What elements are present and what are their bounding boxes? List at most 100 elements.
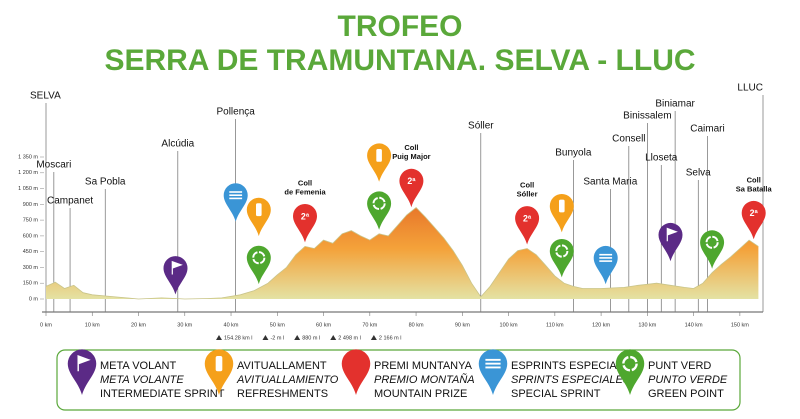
- y-tick-label: 1 050 m: [18, 186, 38, 192]
- place-label: SELVA: [30, 91, 61, 102]
- place-label: Sa Pobla: [85, 177, 126, 188]
- legend-title: META VOLANT: [100, 360, 176, 372]
- y-tick-label: 750 m: [23, 218, 39, 224]
- icon-bottle: [255, 203, 262, 217]
- pin: [367, 191, 392, 230]
- pin-category: 2ª: [750, 208, 759, 218]
- pin-shape: [246, 197, 271, 237]
- place-label: Moscari: [36, 160, 71, 171]
- y-tick-label: 600 m: [23, 233, 39, 239]
- pass-label: Coll: [404, 143, 418, 152]
- place-label: Sóller: [468, 121, 494, 132]
- icon-recycle: [372, 196, 386, 211]
- pin-shape: [549, 239, 574, 278]
- pin: [367, 143, 392, 182]
- place-label: Consell: [612, 134, 645, 145]
- x-tick-label: 90 km: [455, 322, 470, 328]
- legend-icon: [67, 349, 97, 395]
- place-label: Alcúdia: [161, 139, 194, 150]
- pin-shape: [399, 168, 424, 208]
- legend-english: REFRESHMENTS: [237, 388, 328, 400]
- legend-icon: [615, 349, 645, 395]
- y-tick-label: 150 m: [23, 281, 39, 287]
- legend-local: PREMIO MONTAÑA: [374, 373, 475, 386]
- x-tick-label: 20 km: [131, 322, 146, 328]
- legend-icon: [204, 349, 234, 395]
- profile-area: [46, 207, 759, 299]
- pass-label: Coll: [520, 180, 534, 189]
- legend-local: META VOLANTE: [100, 374, 184, 386]
- pin-shape: [223, 183, 248, 222]
- pass-label: Coll: [747, 175, 761, 184]
- legend-pin: [67, 349, 97, 395]
- pin-shape: [367, 143, 392, 182]
- legend-english: GREEN POINT: [648, 388, 724, 400]
- pin: [700, 230, 725, 269]
- x-tick-label: 80 km: [409, 322, 424, 328]
- pin-category: 2ª: [523, 213, 532, 223]
- x-tick-label: 50 km: [270, 322, 285, 328]
- legend-local: PUNTO VERDE: [648, 374, 728, 386]
- icon-flag: [666, 227, 678, 242]
- stat-icon: [294, 335, 301, 340]
- y-tick-label: 0 m: [29, 296, 39, 302]
- place-label: Pollença: [216, 107, 255, 118]
- chart-subtitle: SERRA DE TRAMUNTANA. SELVA - LLUC: [104, 44, 695, 77]
- legend-english: SPECIAL SPRINT: [511, 388, 601, 400]
- place-label: Selva: [686, 168, 711, 179]
- y-tick-label: 1 200 m: [18, 170, 38, 176]
- pin: [549, 239, 574, 278]
- legend-title: PUNT VERD: [648, 360, 711, 372]
- x-tick-label: 40 km: [224, 322, 239, 328]
- stat-icon: [262, 335, 269, 340]
- y-tick-label: 300 m: [23, 265, 39, 271]
- place-label: Biniamar: [655, 99, 695, 110]
- pin-category: 2ª: [407, 176, 416, 186]
- y-tick-label: 450 m: [23, 249, 39, 255]
- profile-line: [45, 206, 759, 300]
- x-tick-label: 0 km: [40, 322, 52, 328]
- legend-icon: [478, 349, 508, 395]
- icon-bottle: [376, 149, 382, 162]
- stat-icon: [370, 335, 377, 340]
- x-tick-label: 120 km: [592, 322, 610, 328]
- pass-label: Sóller: [517, 189, 538, 198]
- icon-flag: [77, 355, 91, 372]
- place-label: Bunyola: [555, 148, 592, 159]
- x-tick-label: 140 km: [685, 322, 703, 328]
- pin-shape: [658, 222, 683, 262]
- pin: [163, 256, 188, 295]
- stat-text: 880 m l: [302, 335, 320, 341]
- x-tick-label: 30 km: [177, 322, 192, 328]
- stat-text: -2 m l: [270, 335, 284, 341]
- legend-title: PREMI MUNTANYA: [374, 360, 473, 372]
- pin-shape: [700, 230, 725, 269]
- legend-local: SPRINTS ESPECIALES: [511, 374, 631, 386]
- pass-label: Sa Batalla: [736, 184, 773, 193]
- x-tick-label: 10 km: [85, 322, 100, 328]
- legend-title: AVITUALLAMENT: [237, 360, 327, 372]
- place-label: Campanet: [47, 196, 93, 207]
- stat-text: 2 166 m l: [379, 335, 402, 341]
- y-tick-label: 900 m: [23, 202, 39, 208]
- place-label: Caimari: [690, 124, 724, 135]
- pin-category: 2ª: [301, 211, 310, 221]
- pin: [223, 183, 248, 222]
- x-tick-label: 60 km: [316, 322, 331, 328]
- x-tick-label: 130 km: [638, 322, 656, 328]
- pin-shape: [549, 194, 574, 233]
- legend-title: ESPRINTS ESPECIALS: [511, 360, 630, 372]
- pass-label: Puig Major: [392, 152, 430, 161]
- icon-recycle: [705, 235, 719, 249]
- icon-bottle: [215, 356, 223, 372]
- pin: [549, 194, 574, 233]
- legend-english: MOUNTAIN PRIZE: [374, 388, 467, 400]
- pin-shape: [163, 256, 188, 295]
- place-label: LLUC: [737, 83, 763, 94]
- y-tick-label: 1 350 m: [18, 154, 38, 160]
- pin-shape: [515, 206, 540, 245]
- pin-shape: [593, 245, 618, 285]
